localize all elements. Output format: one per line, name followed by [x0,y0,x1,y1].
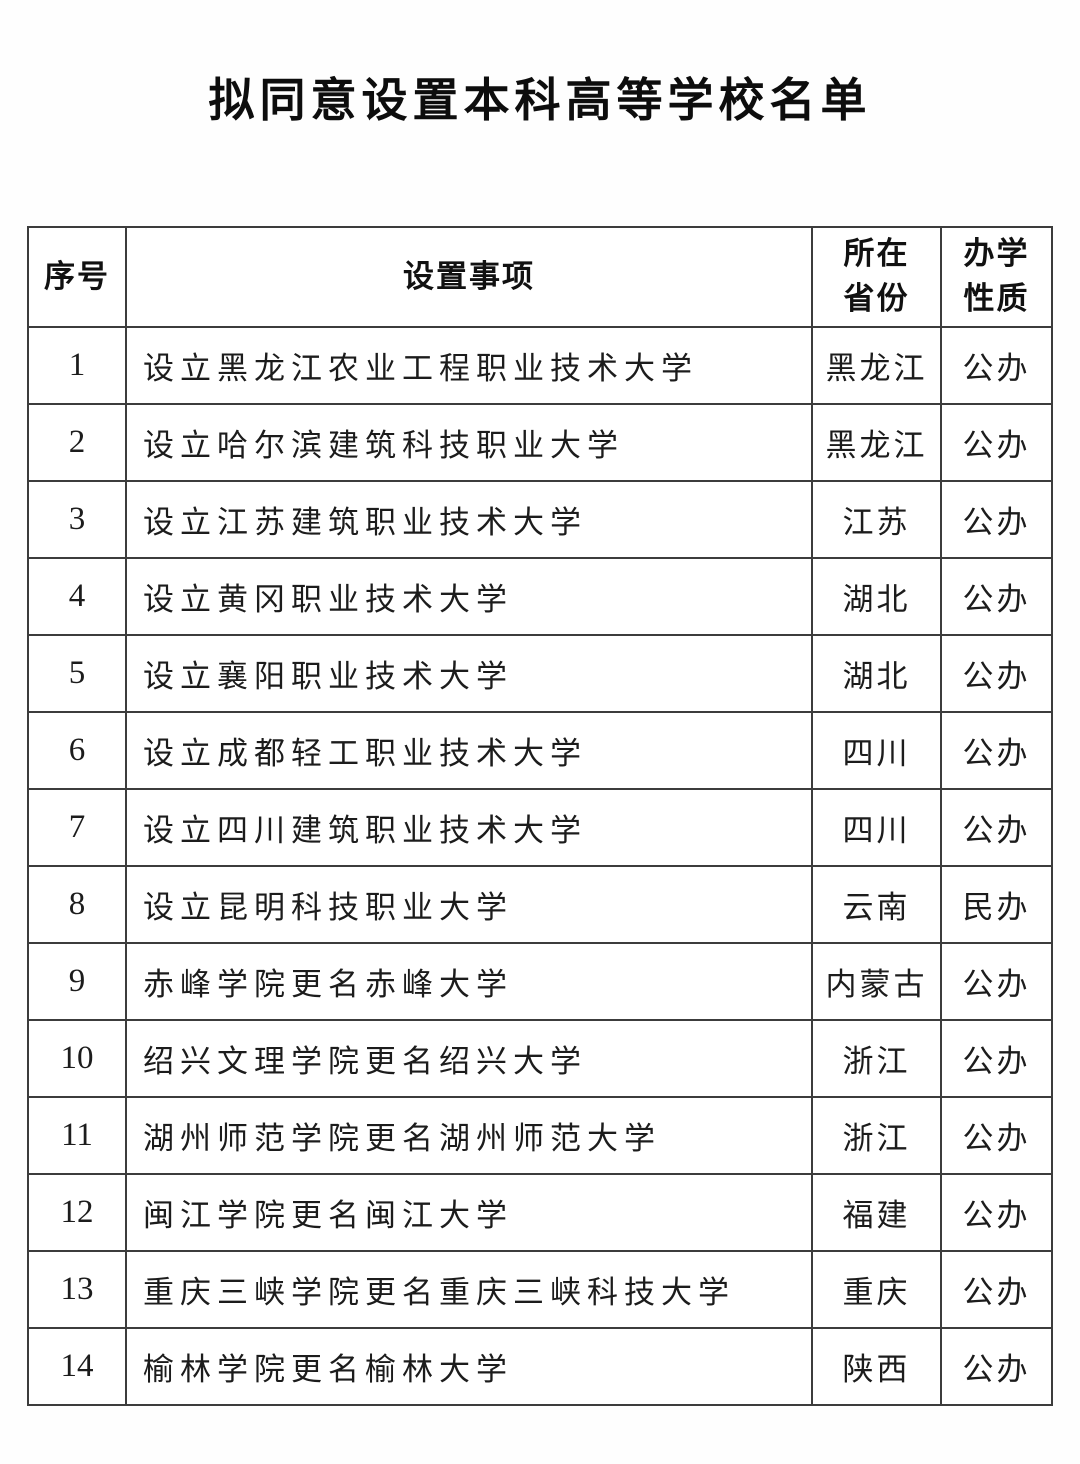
row-item-cell: 赤峰学院更名赤峰大学 [125,942,813,1021]
row-item-cell: 设立哈尔滨建筑科技职业大学 [125,403,813,482]
row-nature-cell: 公办 [940,1327,1053,1406]
row-province-cell: 黑龙江 [811,403,942,482]
row-item-cell: 设立黑龙江农业工程职业技术大学 [125,326,813,405]
table-row: 14 榆林学院更名榆林大学 陕西 公办 [27,1327,1053,1406]
row-item-cell: 设立黄冈职业技术大学 [125,557,813,636]
row-item-cell: 湖州师范学院更名湖州师范大学 [125,1096,813,1175]
row-index-cell: 11 [27,1096,127,1175]
row-item-cell: 闽江学院更名闽江大学 [125,1173,813,1252]
table-row: 3 设立江苏建筑职业技术大学 江苏 公办 [27,480,1053,559]
header-province-line2: 省份 [843,281,910,316]
row-index-cell: 5 [27,634,127,713]
row-nature-cell: 公办 [940,403,1053,482]
row-nature-cell: 公办 [940,942,1053,1021]
row-nature-cell: 公办 [940,1250,1053,1329]
row-province-cell: 内蒙古 [811,942,942,1021]
row-index-cell: 12 [27,1173,127,1252]
row-nature-cell: 公办 [940,326,1053,405]
table-row: 8 设立昆明科技职业大学 云南 民办 [27,865,1053,944]
table-body: 1 设立黑龙江农业工程职业技术大学 黑龙江 公办 2 设立哈尔滨建筑科技职业大学… [27,326,1053,1406]
table-row: 4 设立黄冈职业技术大学 湖北 公办 [27,557,1053,636]
row-province-cell: 湖北 [811,557,942,636]
row-index-cell: 14 [27,1327,127,1406]
row-province-cell: 四川 [811,788,942,867]
row-item-cell: 设立襄阳职业技术大学 [125,634,813,713]
school-list-table: 序号 设置事项 所在 省份 办学 性质 1 设立黑龙江农业工程职业技术大学 黑龙… [27,226,1053,1406]
row-nature-cell: 公办 [940,1173,1053,1252]
row-province-cell: 湖北 [811,634,942,713]
row-index-cell: 2 [27,403,127,482]
row-item-cell: 榆林学院更名榆林大学 [125,1327,813,1406]
row-province-cell: 四川 [811,711,942,790]
row-province-cell: 福建 [811,1173,942,1252]
table-row: 7 设立四川建筑职业技术大学 四川 公办 [27,788,1053,867]
row-province-cell: 浙江 [811,1096,942,1175]
row-index-cell: 4 [27,557,127,636]
row-province-cell: 重庆 [811,1250,942,1329]
row-item-cell: 设立成都轻工职业技术大学 [125,711,813,790]
row-index-cell: 6 [27,711,127,790]
header-nature: 办学 性质 [940,226,1053,328]
row-province-cell: 黑龙江 [811,326,942,405]
row-nature-cell: 公办 [940,1096,1053,1175]
row-nature-cell: 公办 [940,557,1053,636]
table-row: 2 设立哈尔滨建筑科技职业大学 黑龙江 公办 [27,403,1053,482]
row-index-cell: 13 [27,1250,127,1329]
row-nature-cell: 公办 [940,711,1053,790]
row-index-cell: 10 [27,1019,127,1098]
header-province-line1: 所在 [843,236,910,272]
row-nature-cell: 公办 [940,480,1053,559]
row-index-cell: 1 [27,326,127,405]
table-row: 6 设立成都轻工职业技术大学 四川 公办 [27,711,1053,790]
table-row: 10 绍兴文理学院更名绍兴大学 浙江 公办 [27,1019,1053,1098]
table-row: 5 设立襄阳职业技术大学 湖北 公办 [27,634,1053,713]
table-row: 1 设立黑龙江农业工程职业技术大学 黑龙江 公办 [27,326,1053,405]
row-index-cell: 7 [27,788,127,867]
row-index-cell: 9 [27,942,127,1021]
header-row: 序号 设置事项 所在 省份 办学 性质 [27,226,1053,328]
table-row: 13 重庆三峡学院更名重庆三峡科技大学 重庆 公办 [27,1250,1053,1329]
page-title: 拟同意设置本科高等学校名单 [208,75,872,126]
row-province-cell: 云南 [811,865,942,944]
row-index-cell: 8 [27,865,127,944]
row-province-cell: 浙江 [811,1019,942,1098]
row-item-cell: 设立江苏建筑职业技术大学 [125,480,813,559]
table-row: 12 闽江学院更名闽江大学 福建 公办 [27,1173,1053,1252]
header-nature-line2: 性质 [963,281,1030,316]
header-index: 序号 [27,226,127,328]
header-item: 设置事项 [125,226,813,328]
row-nature-cell: 公办 [940,1019,1053,1098]
row-nature-cell: 民办 [940,865,1053,944]
row-province-cell: 江苏 [811,480,942,559]
row-index-cell: 3 [27,480,127,559]
row-item-cell: 重庆三峡学院更名重庆三峡科技大学 [125,1250,813,1329]
row-item-cell: 设立昆明科技职业大学 [125,865,813,944]
row-item-cell: 设立四川建筑职业技术大学 [125,788,813,867]
row-nature-cell: 公办 [940,788,1053,867]
row-nature-cell: 公办 [940,634,1053,713]
header-province: 所在 省份 [811,226,942,328]
table-header: 序号 设置事项 所在 省份 办学 性质 [27,226,1053,328]
table-row: 9 赤峰学院更名赤峰大学 内蒙古 公办 [27,942,1053,1021]
header-nature-line1: 办学 [963,236,1030,272]
table-row: 11 湖州师范学院更名湖州师范大学 浙江 公办 [27,1096,1053,1175]
row-province-cell: 陕西 [811,1327,942,1406]
row-item-cell: 绍兴文理学院更名绍兴大学 [125,1019,813,1098]
